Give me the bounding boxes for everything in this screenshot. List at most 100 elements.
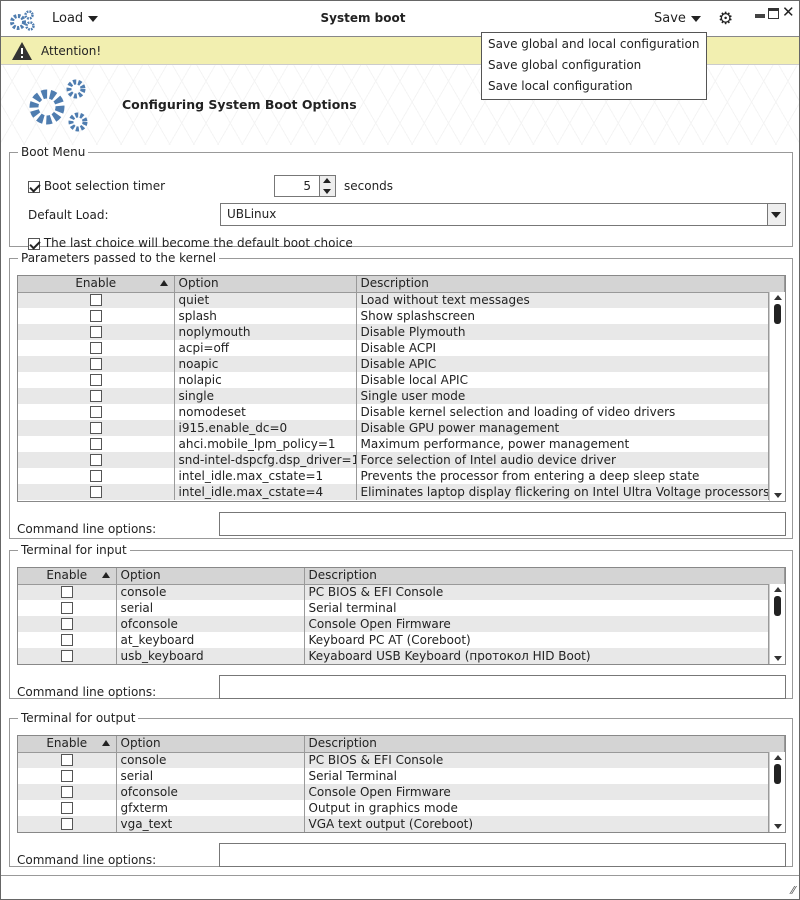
table-row[interactable]: snd-intel-dspcfg.dsp_driver=1 Force selec…	[18, 452, 785, 468]
enable-checkbox[interactable]	[89, 390, 102, 402]
enable-checkbox[interactable]	[89, 406, 102, 418]
spin-arrows[interactable]	[319, 176, 335, 196]
table-row[interactable]: gfxterm Output in graphics mode	[18, 800, 785, 816]
enable-checkbox[interactable]	[60, 618, 73, 630]
column-description[interactable]: Description	[304, 568, 785, 585]
enable-checkbox[interactable]	[60, 634, 73, 646]
table-row[interactable]: nolapic Disable local APIC	[18, 372, 785, 388]
table-row[interactable]: vga_text VGA text output (Coreboot)	[18, 816, 785, 832]
last-choice-checkbox[interactable]: The last choice will become the default …	[28, 236, 353, 250]
checkbox-box	[28, 237, 40, 250]
menu-item-save-local[interactable]: Save local configuration	[488, 79, 633, 93]
enable-checkbox[interactable]	[60, 754, 73, 767]
enable-checkbox[interactable]	[89, 342, 102, 354]
dropdown-button[interactable]	[767, 204, 785, 225]
column-option[interactable]: Option	[116, 568, 305, 585]
column-enable[interactable]: Enable	[18, 276, 175, 293]
enable-checkbox[interactable]	[89, 374, 102, 386]
enable-checkbox[interactable]	[89, 470, 102, 482]
option-cell: intel_idle.max_cstate=1	[174, 468, 357, 484]
enable-checkbox[interactable]	[89, 358, 102, 370]
description-cell: Eliminates laptop display flickering on …	[356, 484, 769, 500]
scroll-down-icon[interactable]	[774, 493, 782, 498]
scroll-up-icon[interactable]	[774, 295, 782, 300]
enable-checkbox[interactable]	[89, 326, 102, 338]
save-label: Save	[654, 11, 686, 26]
table-row[interactable]: ofconsole Console Open Firmware	[18, 784, 785, 800]
scrollbar[interactable]	[769, 752, 785, 832]
scroll-down-icon[interactable]	[774, 656, 782, 661]
kernel-cmd-input[interactable]	[219, 512, 786, 536]
enable-checkbox[interactable]	[89, 486, 102, 498]
table-row[interactable]: at_keyboard Keyboard PC AT (Coreboot)	[18, 632, 785, 648]
close-button[interactable]: ✕	[782, 3, 795, 21]
scroll-down-icon[interactable]	[774, 824, 782, 829]
column-description[interactable]: Description	[304, 736, 785, 753]
scroll-up-icon[interactable]	[774, 755, 782, 760]
spin-up-icon[interactable]	[323, 178, 331, 183]
scroll-up-icon[interactable]	[774, 587, 782, 592]
table-row[interactable]: nomodeset Disable kernel selection and lo…	[18, 404, 785, 420]
table-row[interactable]: serial Serial Terminal	[18, 768, 785, 784]
scroll-thumb[interactable]	[774, 304, 781, 324]
load-menu-button[interactable]: Load	[52, 11, 99, 26]
column-enable[interactable]: Enable	[18, 568, 117, 585]
enable-checkbox[interactable]	[60, 802, 73, 814]
sort-asc-icon	[159, 280, 168, 286]
maximize-button[interactable]	[768, 8, 779, 19]
table-row[interactable]: console PC BIOS & EFI Console	[18, 752, 785, 768]
description-cell: PC BIOS & EFI Console	[304, 752, 769, 768]
table-row[interactable]: i915.enable_dc=0 Disable GPU power manage…	[18, 420, 785, 436]
table-row[interactable]: ofconsole Console Open Firmware	[18, 616, 785, 632]
option-cell: at_keyboard	[116, 632, 305, 648]
scroll-thumb[interactable]	[774, 596, 781, 616]
enable-checkbox[interactable]	[89, 310, 102, 322]
column-option[interactable]: Option	[116, 736, 305, 753]
scrollbar[interactable]	[769, 584, 785, 664]
menu-item-save-global[interactable]: Save global configuration	[488, 58, 642, 72]
table-row[interactable]: ahci.mobile_lpm_policy=1 Maximum performa…	[18, 436, 785, 452]
option-cell: single	[174, 388, 357, 404]
table-row[interactable]: usb_keyboard Keyaboard USB Keyboard (прот…	[18, 648, 785, 664]
table-row[interactable]: splash Show splashscreen	[18, 308, 785, 324]
enable-checkbox[interactable]	[60, 818, 73, 830]
menu-item-save-global-local[interactable]: Save global and local configuration	[488, 37, 700, 51]
enable-checkbox[interactable]	[60, 586, 73, 599]
terminal-input-cmd-input[interactable]	[219, 675, 786, 699]
column-option[interactable]: Option	[174, 276, 357, 293]
minimize-button[interactable]	[755, 14, 765, 18]
description-cell: Force selection of Intel audio device dr…	[356, 452, 769, 468]
column-description[interactable]: Description	[356, 276, 785, 293]
boot-timer-checkbox[interactable]: Boot selection timer	[28, 179, 165, 193]
enable-checkbox[interactable]	[89, 454, 102, 466]
settings-gear-icon[interactable]: ⚙	[718, 9, 734, 29]
terminal-output-cmd-input[interactable]	[219, 843, 786, 867]
enable-checkbox[interactable]	[89, 422, 102, 434]
table-row[interactable]: serial Serial terminal	[18, 600, 785, 616]
enable-checkbox[interactable]	[60, 650, 73, 662]
enable-checkbox[interactable]	[60, 770, 73, 782]
table-row[interactable]: console PC BIOS & EFI Console	[18, 584, 785, 600]
default-load-select[interactable]: UBLinux	[220, 203, 786, 226]
spin-down-icon[interactable]	[323, 189, 331, 194]
scrollbar[interactable]	[769, 292, 785, 501]
resize-grip-icon[interactable]: ⁄⁄	[791, 884, 795, 897]
table-row[interactable]: quiet Load without text messages	[18, 292, 785, 308]
option-cell: i915.enable_dc=0	[174, 420, 357, 436]
scroll-thumb[interactable]	[774, 764, 781, 784]
table-row[interactable]: acpi=off Disable ACPI	[18, 340, 785, 356]
enable-checkbox[interactable]	[60, 602, 73, 614]
table-row[interactable]: noplymouth Disable Plymouth	[18, 324, 785, 340]
table-row[interactable]: noapic Disable APIC	[18, 356, 785, 372]
table-row[interactable]: single Single user mode	[18, 388, 785, 404]
column-enable[interactable]: Enable	[18, 736, 117, 753]
default-load-label: Default Load:	[28, 208, 109, 222]
enable-checkbox[interactable]	[60, 786, 73, 798]
table-row[interactable]: intel_idle.max_cstate=1 Prevents the proc…	[18, 468, 785, 484]
description-cell: Serial Terminal	[304, 768, 769, 784]
enable-checkbox[interactable]	[89, 294, 102, 307]
table-row[interactable]: intel_idle.max_cstate=4 Eliminates laptop…	[18, 484, 785, 500]
save-menu-button[interactable]: Save	[654, 11, 701, 26]
enable-checkbox[interactable]	[89, 438, 102, 450]
timer-spinbox[interactable]: 5	[274, 175, 336, 197]
